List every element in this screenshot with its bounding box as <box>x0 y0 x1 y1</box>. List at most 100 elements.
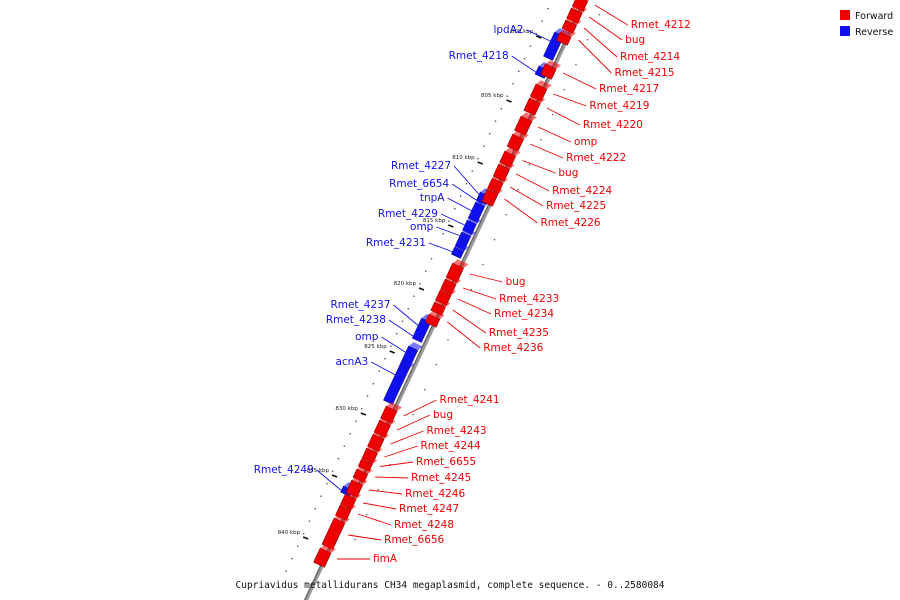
forward-gene-label: Rmet_4244 <box>420 440 480 452</box>
forward-gene-block-bevel <box>434 298 451 308</box>
reverse-callout-line <box>381 336 412 357</box>
forward-gene-label: Rmet_4248 <box>394 519 454 531</box>
reverse-callout-line <box>451 183 483 205</box>
forward-gene-block <box>313 547 332 568</box>
track-dot <box>529 45 532 47</box>
reverse-callout-line <box>371 361 402 379</box>
track-dot <box>471 170 473 172</box>
forward-gene-label: Rmet_6656 <box>384 534 444 546</box>
track-dot <box>512 83 514 85</box>
forward-callout-line <box>529 143 564 159</box>
forward-gene-block <box>506 133 524 152</box>
forward-callout-line <box>522 160 556 174</box>
kbp-tick-label: 830 kbp <box>335 406 358 412</box>
reverse-gene-block-bevel <box>454 243 469 252</box>
track-dot <box>448 220 450 222</box>
track-dot <box>500 108 503 110</box>
track-dot <box>377 489 379 491</box>
track-dot <box>297 545 299 547</box>
forward-gene-label: Rmet_4243 <box>427 425 487 437</box>
forward-gene-block-bevel <box>445 275 462 285</box>
forward-callout-line <box>537 126 572 143</box>
reverse-gene-label: Rmet_4231 <box>366 237 426 249</box>
forward-gene-label: Rmet_4226 <box>540 217 600 229</box>
reverse-gene-label: acnA3 <box>335 356 368 368</box>
track-dot <box>424 389 426 391</box>
legend-reverse-swatch <box>840 26 850 36</box>
forward-gene-block-bevel <box>571 4 588 14</box>
forward-callout-line <box>348 534 382 541</box>
reverse-gene-block <box>411 317 432 343</box>
forward-gene-block <box>514 115 533 136</box>
track-dot <box>470 289 472 291</box>
kbp-tick-layer: 800 kbp 805 kbp 810 kbp 815 kbp 820 kbp 825 k… <box>278 29 542 540</box>
track-dot <box>419 283 421 285</box>
forward-gene-label: Rmet_4215 <box>614 67 674 79</box>
kbp-tick-label: 840 kbp <box>278 530 301 536</box>
forward-gene-block-bevel <box>361 455 378 465</box>
track-dot <box>442 233 444 235</box>
track-dot <box>384 358 386 360</box>
kbp-tick-label: 820 kbp <box>394 281 417 287</box>
track-dot <box>523 58 526 60</box>
reverse-callout-line <box>511 55 542 77</box>
reverse-gene-label: Rmet_6654 <box>389 178 449 190</box>
track-dot <box>517 189 519 191</box>
track-dot <box>355 420 357 422</box>
track-dot <box>454 208 456 210</box>
reverse-callout-line <box>316 469 348 496</box>
forward-callout-line <box>375 476 409 479</box>
track-dot <box>598 14 600 16</box>
forward-gene-label: Rmet_4222 <box>566 152 626 164</box>
forward-gene-block-bevel <box>320 544 336 554</box>
forward-gene-block-bevel <box>498 160 515 170</box>
forward-gene-block-bevel <box>560 28 577 38</box>
track-dot <box>547 8 549 10</box>
track-dot <box>494 120 497 122</box>
kbp-tick-label: 800 kbp <box>511 29 534 35</box>
forward-callout-line <box>578 39 612 74</box>
forward-callout-line <box>588 16 623 41</box>
legend-reverse-label: Reverse <box>855 27 893 38</box>
forward-gene-label: Rmet_4241 <box>440 394 500 406</box>
reverse-gene-block-bevel <box>461 228 476 237</box>
forward-gene-block-bevel <box>545 60 562 70</box>
forward-callout-line <box>546 107 581 126</box>
forward-callout-line <box>469 273 503 283</box>
forward-callout-line <box>357 513 392 526</box>
track-dot <box>291 558 293 560</box>
forward-gene-block-bevel <box>512 130 529 140</box>
track-dot <box>401 320 404 322</box>
forward-gene-label: Rmet_4220 <box>583 119 643 131</box>
track-dot <box>302 533 305 535</box>
track-dot <box>354 539 356 541</box>
forward-callout-line <box>515 173 550 192</box>
forward-callout-line <box>452 309 487 334</box>
forward-callout-line <box>362 502 397 510</box>
forward-gene-block-bevel <box>529 94 546 104</box>
track-dot <box>343 445 346 447</box>
forward-gene-block <box>556 31 572 46</box>
forward-gene-layer <box>313 0 590 568</box>
forward-gene-block <box>540 63 557 80</box>
forward-gene-block-bevel <box>535 80 552 90</box>
track-dot <box>459 195 462 197</box>
forward-gene-block-bevel <box>452 259 469 269</box>
track-dot <box>528 164 531 166</box>
forward-gene-label: bug <box>558 167 578 179</box>
track-dot <box>326 483 328 485</box>
track-dot <box>412 414 414 416</box>
kbp-tick-mark <box>418 287 425 291</box>
track-dot <box>447 339 449 341</box>
track-dot <box>435 364 438 366</box>
kbp-tick-label: 825 kbp <box>364 344 387 350</box>
forward-gene-label: Rmet_4246 <box>405 488 465 500</box>
forward-gene-label: Rmet_4233 <box>499 293 559 305</box>
track-dot <box>540 139 542 141</box>
forward-gene-block-bevel <box>492 174 509 184</box>
reverse-callout-line <box>447 197 478 215</box>
forward-callout-line <box>583 27 618 58</box>
reverse-gene-label: tnpA <box>420 192 445 204</box>
